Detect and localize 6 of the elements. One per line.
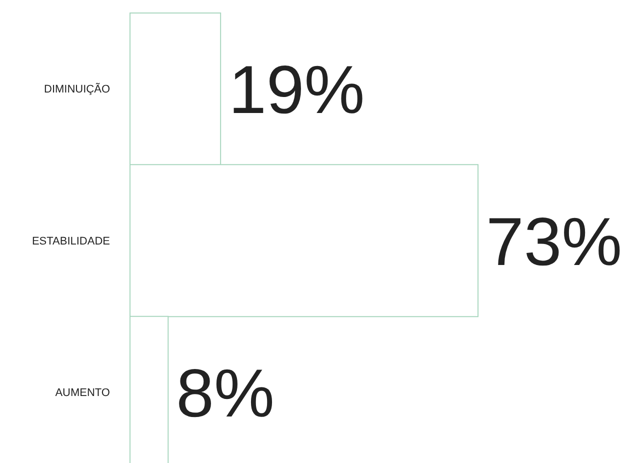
- y-tick-label: DIMINUIÇÃO: [44, 82, 110, 96]
- data-label: 19%: [228, 52, 365, 128]
- y-tick-label: ESTABILIDADE: [32, 235, 110, 248]
- data-label: 73%: [486, 204, 622, 280]
- data-label: 8%: [176, 355, 274, 432]
- y-tick-label: AUMENTO: [55, 387, 110, 400]
